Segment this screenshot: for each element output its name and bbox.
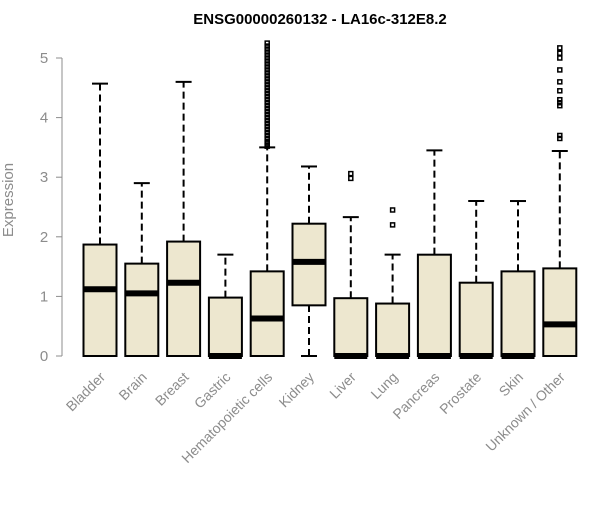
box-bladder: [82, 82, 118, 358]
y-tick-label: 1: [40, 288, 48, 305]
outlier-point: [264, 76, 270, 82]
chart-title: ENSG00000260132 - LA16c-312E8.2: [193, 11, 447, 28]
outlier-point: [264, 108, 270, 115]
y-tick-label: 2: [40, 229, 48, 246]
category-label: Kidney: [276, 369, 318, 411]
category-label: Skin: [496, 369, 527, 400]
outlier-point: [264, 114, 270, 121]
outlier-point: [264, 88, 270, 94]
outlier-point: [264, 46, 270, 52]
outlier-point: [557, 99, 563, 106]
box-gastric: [207, 253, 243, 359]
y-tick-label: 4: [40, 110, 48, 127]
box-hematopoietic-cells: [249, 40, 285, 358]
outlier-point: [264, 99, 270, 106]
box-iqr: [82, 243, 118, 358]
outlier-point: [264, 49, 270, 55]
box-iqr: [542, 267, 578, 357]
box-iqr: [207, 296, 243, 358]
box-pancreas: [416, 149, 452, 359]
box-kidney: [291, 165, 327, 357]
y-axis: 0 1 2 3 4 5: [40, 50, 63, 365]
outlier-point: [264, 129, 270, 136]
outlier-point: [264, 91, 270, 97]
category-label: Bladder: [63, 369, 109, 415]
outlier-point: [557, 55, 563, 61]
box-iqr: [249, 270, 285, 358]
outlier-point: [557, 88, 563, 94]
boxes-group: [82, 40, 578, 359]
category-label: Brain: [115, 369, 149, 403]
category-label: Liver: [326, 369, 359, 402]
outlier-point: [264, 96, 270, 103]
outlier-point: [557, 135, 563, 142]
category-label: Lung: [367, 369, 400, 402]
outlier-point: [264, 85, 270, 91]
outlier-point: [557, 79, 563, 85]
outlier-point: [264, 73, 270, 79]
box-iqr: [416, 253, 452, 357]
box-iqr: [124, 262, 160, 357]
y-tick-label: 5: [40, 50, 48, 67]
outlier-point: [557, 67, 563, 73]
y-tick-label: 3: [40, 169, 48, 186]
outlier-point: [264, 117, 270, 124]
outlier-point: [557, 102, 563, 109]
outlier-point: [264, 55, 270, 61]
outlier-point: [348, 175, 354, 182]
outlier-point: [264, 138, 270, 145]
outlier-point: [389, 207, 396, 213]
outlier-point: [264, 82, 270, 88]
outlier-point: [264, 64, 270, 70]
box-prostate: [458, 200, 494, 359]
outlier-point: [264, 111, 270, 118]
outlier-point: [264, 61, 270, 67]
box-liver: [333, 170, 369, 359]
box-unknown-other: [542, 45, 578, 357]
category-label: Unknown / Other: [482, 369, 568, 455]
outlier-point: [264, 102, 270, 109]
outlier-point: [264, 70, 270, 76]
box-iqr: [458, 281, 494, 357]
outlier-point: [264, 126, 270, 133]
outlier-point: [264, 93, 270, 100]
outlier-point: [264, 135, 270, 142]
outlier-point: [264, 79, 270, 85]
outlier-point: [264, 67, 270, 73]
box-iqr: [333, 297, 369, 357]
outlier-point: [264, 58, 270, 64]
outlier-point: [557, 50, 563, 56]
category-label: Prostate: [436, 369, 484, 417]
y-axis-label: Expression: [0, 163, 17, 237]
category-label: Breast: [152, 369, 192, 409]
outlier-point: [264, 40, 270, 46]
outlier-point: [264, 105, 270, 112]
outlier-point: [264, 43, 270, 49]
y-tick-label: 0: [40, 348, 48, 365]
box-lung: [375, 207, 411, 359]
outlier-point: [389, 222, 396, 228]
outlier-point: [557, 132, 563, 139]
box-iqr: [375, 302, 411, 357]
outlier-point: [557, 96, 563, 103]
box-iqr: [500, 270, 536, 358]
box-skin: [500, 200, 536, 359]
outlier-point: [348, 170, 354, 177]
box-iqr: [166, 240, 202, 357]
box-brain: [124, 182, 160, 357]
outlier-point: [264, 120, 270, 127]
outlier-point: [264, 123, 270, 130]
box-breast: [166, 80, 202, 357]
outlier-point: [264, 132, 270, 139]
outlier-point: [264, 52, 270, 58]
outlier-point: [557, 45, 563, 51]
